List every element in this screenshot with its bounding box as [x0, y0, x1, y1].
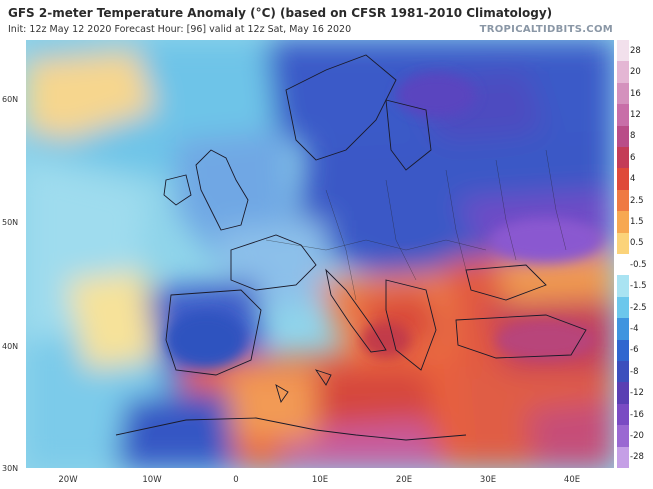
- temperature-anomaly-map: [26, 40, 614, 468]
- colorbar-swatch: [617, 211, 629, 234]
- colorbar-swatch: [617, 168, 629, 191]
- colorbar-label: -16: [630, 409, 644, 420]
- colorbar-label: -8: [630, 366, 639, 377]
- map-title: GFS 2-meter Temperature Anomaly (°C) (ba…: [8, 6, 553, 20]
- colorbar-swatch: [617, 339, 629, 362]
- colorbar-label: 20: [630, 67, 641, 78]
- anomaly-detail: [166, 73, 601, 368]
- colorbar-label: 8: [630, 131, 636, 142]
- colorbar-label: 28: [630, 45, 641, 56]
- colorbar-swatch: [617, 403, 629, 426]
- borders: [265, 149, 567, 301]
- lon-label-20e: 20E: [395, 475, 413, 485]
- colorbar-swatch: [617, 125, 629, 148]
- colorbar-swatch: [617, 382, 629, 405]
- lon-label-10w: 10W: [142, 475, 162, 485]
- colorbar-label: -0.5: [630, 259, 647, 270]
- colorbar-swatch: [617, 275, 629, 298]
- lon-label-0: 0: [233, 475, 239, 485]
- colorbar-swatch: [617, 254, 629, 276]
- brand-watermark: TROPICALTIDBITS.COM: [479, 24, 613, 35]
- colorbar-swatch: [617, 189, 629, 212]
- anomaly-field: [26, 40, 614, 468]
- colorbar-label: 1.5: [630, 216, 644, 227]
- lat-label-60n: 60N: [2, 95, 19, 104]
- colorbar-swatch: [617, 446, 629, 469]
- colorbar-swatch: [617, 147, 629, 169]
- colorbar-label: 16: [630, 88, 641, 99]
- colorbar-swatch: [617, 40, 629, 62]
- colorbar-swatch: [617, 82, 629, 105]
- colorbar-label: -4: [630, 323, 639, 334]
- lat-label-50n: 50N: [2, 218, 19, 227]
- colorbar-label: 4: [630, 174, 636, 185]
- lat-label-30n: 30N: [2, 464, 19, 473]
- colorbar-swatch: [617, 425, 629, 448]
- colorbar-label: 0.5: [630, 238, 644, 249]
- colorbar-legend: 28 20 16 12 8 6 4 2.5 1.5 0.5 -0.5 -1.5 -2.5 -4 -6 -8 -1…: [617, 40, 653, 469]
- lon-label-10e: 10E: [311, 475, 329, 485]
- map-subtitle: Init: 12z May 12 2020 Forecast Hour: [96…: [8, 24, 352, 35]
- coastlines: [115, 54, 587, 441]
- colorbar-label: -1.5: [630, 281, 647, 292]
- lat-label-40n: 40N: [2, 342, 19, 351]
- colorbar-swatch: [617, 61, 629, 84]
- colorbar-label: 12: [630, 109, 641, 120]
- colorbar-label: 2.5: [630, 195, 644, 206]
- colorbar-swatch: [617, 296, 629, 319]
- colorbar-label: -2.5: [630, 302, 647, 313]
- colorbar-swatch: [617, 318, 629, 341]
- colorbar-label: 6: [630, 152, 636, 163]
- lon-label-40e: 40E: [563, 475, 581, 485]
- colorbar-swatch: [617, 104, 629, 127]
- lon-label-20w: 20W: [58, 475, 78, 485]
- colorbar-label: -20: [630, 430, 644, 441]
- lon-label-30e: 30E: [479, 475, 497, 485]
- colorbar-label: -6: [630, 345, 639, 356]
- colorbar-label: -28: [630, 452, 644, 463]
- colorbar-label: -12: [630, 388, 644, 399]
- colorbar-swatch: [617, 361, 629, 383]
- colorbar-swatch: [617, 232, 629, 255]
